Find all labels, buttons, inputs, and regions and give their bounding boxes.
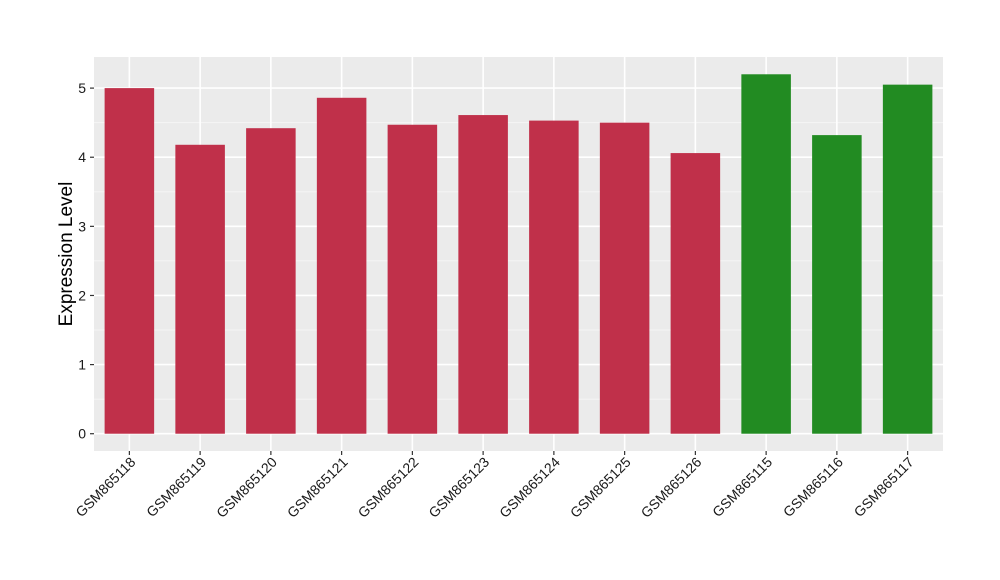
x-tick-label: GSM865125 bbox=[567, 454, 634, 521]
bar-GSM865115 bbox=[741, 74, 791, 434]
bar-GSM865126 bbox=[670, 153, 721, 434]
bar-GSM865125 bbox=[599, 122, 650, 434]
x-tick-label: GSM865116 bbox=[780, 454, 846, 520]
y-tick-label: 0 bbox=[78, 426, 86, 442]
x-tick-label: GSM865115 bbox=[709, 454, 775, 520]
bar-GSM865120 bbox=[246, 128, 296, 434]
x-axis: GSM865118 GSM865119 GSM865120 GSM865121 GSM8… bbox=[72, 451, 917, 521]
x-tick-label: GSM865126 bbox=[638, 454, 705, 521]
x-tick-label: GSM865119 bbox=[143, 454, 209, 520]
y-axis-title: Expression Level bbox=[56, 182, 77, 327]
x-tick-label: GSM865123 bbox=[425, 454, 492, 521]
bar-GSM865121 bbox=[316, 97, 367, 434]
bar-GSM865119 bbox=[175, 144, 225, 434]
bars-group bbox=[104, 74, 933, 434]
minor-gridlines bbox=[94, 122, 943, 400]
x-tick-label: GSM865122 bbox=[355, 454, 422, 521]
bar-GSM865123 bbox=[458, 115, 508, 434]
x-tick-label: GSM865117 bbox=[851, 454, 917, 520]
y-tick-label: 5 bbox=[78, 80, 86, 96]
bar-GSM865117 bbox=[882, 84, 933, 434]
y-tick-label: 3 bbox=[78, 218, 86, 234]
y-tick-label: 1 bbox=[78, 357, 86, 373]
y-tick-label: 2 bbox=[78, 287, 86, 303]
y-axis: 0 1 2 3 4 5 bbox=[78, 80, 94, 442]
bar-GSM865122 bbox=[387, 124, 438, 434]
x-tick-label: GSM865121 bbox=[284, 454, 351, 521]
bar-GSM865124 bbox=[529, 120, 579, 434]
bar-GSM865118 bbox=[104, 88, 155, 434]
y-tick-label: 4 bbox=[78, 149, 86, 165]
x-tick-label: GSM865124 bbox=[496, 454, 563, 521]
x-tick-label: GSM865118 bbox=[72, 454, 138, 520]
x-tick-label: GSM865120 bbox=[213, 454, 280, 521]
bar-GSM865116 bbox=[812, 135, 862, 434]
